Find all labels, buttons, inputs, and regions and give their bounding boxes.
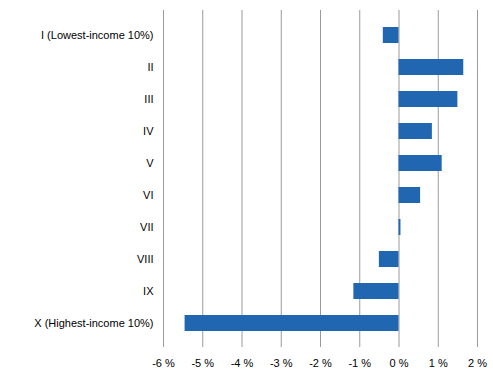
- svg-text:2 %: 2 %: [468, 357, 487, 369]
- svg-text:II: II: [147, 61, 153, 73]
- svg-text:VIII: VIII: [137, 253, 154, 265]
- svg-text:VI: VI: [143, 189, 153, 201]
- svg-text:0 %: 0 %: [390, 357, 409, 369]
- svg-text:-3 %: -3 %: [270, 357, 293, 369]
- svg-text:IV: IV: [143, 125, 154, 137]
- svg-text:-2 %: -2 %: [309, 357, 332, 369]
- svg-text:VII: VII: [140, 221, 153, 233]
- svg-text:I (Lowest-income 10%): I (Lowest-income 10%): [41, 29, 154, 41]
- svg-text:V: V: [146, 157, 154, 169]
- svg-text:-6 %: -6 %: [152, 357, 175, 369]
- svg-text:1 %: 1 %: [429, 357, 448, 369]
- svg-text:-5 %: -5 %: [191, 357, 214, 369]
- svg-text:-1 %: -1 %: [348, 357, 371, 369]
- svg-text:III: III: [144, 93, 153, 105]
- svg-text:IX: IX: [143, 285, 154, 297]
- svg-text:X (Highest-income 10%): X (Highest-income 10%): [34, 317, 153, 329]
- svg-text:-4 %: -4 %: [231, 357, 254, 369]
